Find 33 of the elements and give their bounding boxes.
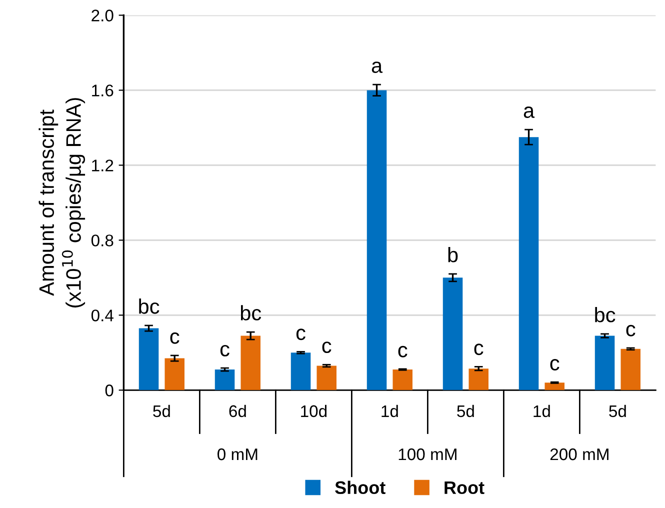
- legend-label: Shoot: [335, 480, 386, 494]
- x-tick-label: 5d: [457, 404, 474, 418]
- y-tick-label: 0.8: [91, 234, 114, 246]
- data-label: bc: [240, 305, 262, 320]
- y-tick-label: 1.6: [92, 84, 114, 96]
- x-tick-label: 10d: [301, 404, 327, 418]
- text: 0 mM: [218, 448, 258, 460]
- y-tick-label: 2.0: [92, 10, 114, 22]
- data-label: bc: [139, 298, 160, 314]
- data-label: b: [448, 247, 458, 262]
- y-tick-label: 1.2: [92, 160, 114, 172]
- data-label: c: [170, 332, 180, 344]
- text: 100 mM: [398, 448, 456, 460]
- y-tick-label: 0.4: [91, 310, 114, 322]
- y-axis-title: Amount of transcript (x10$^{10}$ copies/µg RNA): [38, 98, 86, 308]
- data-label: c: [296, 328, 306, 340]
- x-tick-label: 1d: [534, 404, 550, 418]
- data-label: bc: [595, 306, 616, 322]
- data-label: c: [474, 344, 484, 356]
- data-label: c: [398, 346, 408, 358]
- x-tick-label: 5d: [153, 404, 170, 418]
- data-label: a: [524, 106, 535, 118]
- data-label: c: [220, 344, 230, 356]
- x-tick-label: 5d: [609, 404, 626, 418]
- data-label: c: [322, 342, 332, 354]
- data-label: a: [372, 62, 383, 73]
- data-label: c: [626, 324, 636, 336]
- data-label: c: [550, 359, 560, 370]
- y-tick-label: 0: [105, 384, 114, 396]
- x-tick-label: 6d: [229, 404, 246, 418]
- x-tick-label: 1d: [382, 404, 398, 418]
- text: 200 mM: [550, 448, 608, 460]
- legend-label: Root: [444, 481, 484, 494]
